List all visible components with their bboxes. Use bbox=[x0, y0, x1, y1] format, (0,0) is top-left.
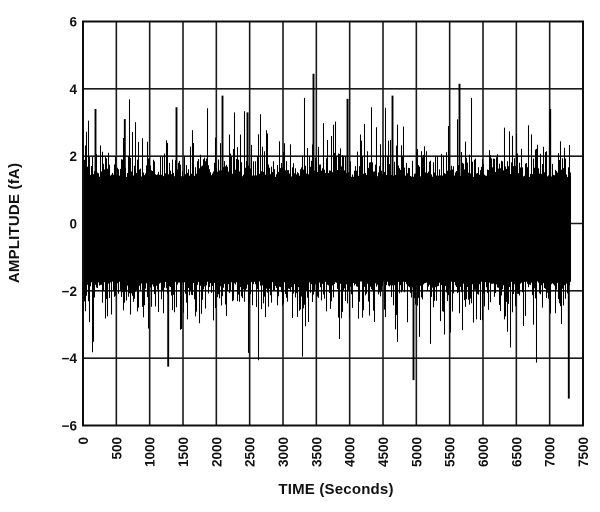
x-tick-label: 2000 bbox=[209, 437, 224, 467]
x-tick-label: 1000 bbox=[143, 437, 158, 467]
x-tick-label: 2500 bbox=[243, 437, 258, 467]
y-tick-label: −4 bbox=[62, 351, 78, 366]
y-tick-label: 0 bbox=[69, 217, 77, 232]
x-tick-label: 4500 bbox=[376, 437, 391, 467]
y-tick-label: 2 bbox=[69, 149, 77, 164]
x-tick-label: 6000 bbox=[476, 437, 491, 467]
y-tick-label: −6 bbox=[62, 419, 78, 434]
x-tick-label: 7500 bbox=[576, 437, 591, 467]
x-tick-label: 5000 bbox=[409, 437, 424, 467]
y-tick-label: 4 bbox=[69, 82, 77, 97]
x-axis-title: TIME (Seconds) bbox=[278, 481, 393, 498]
y-tick-label: −2 bbox=[62, 284, 77, 299]
x-tick-label: 7000 bbox=[543, 437, 558, 467]
noise-extreme-spikes bbox=[94, 73, 570, 399]
x-tick-label: 500 bbox=[109, 437, 124, 460]
x-tick-label: 6500 bbox=[509, 437, 524, 467]
y-tick-label: 6 bbox=[69, 15, 77, 30]
noise-trace bbox=[82, 73, 572, 399]
noise-columns bbox=[82, 97, 572, 363]
x-tick-label: 3000 bbox=[276, 437, 291, 467]
x-tick-label: 0 bbox=[76, 437, 91, 445]
y-tick-labels: 6 4 2 0 −2 −4 −6 bbox=[62, 15, 78, 434]
x-tick-label: 4000 bbox=[343, 437, 358, 467]
x-tick-label: 1500 bbox=[176, 437, 191, 467]
y-axis-title: AMPLITUDE (fA) bbox=[6, 163, 23, 283]
x-tick-label: 3500 bbox=[309, 437, 324, 467]
x-tick-label: 5500 bbox=[443, 437, 458, 467]
x-tick-labels: 0 500 1000 1500 2000 2500 3000 3500 4000 4500 5000… bbox=[76, 437, 591, 467]
plot-border bbox=[82, 20, 584, 427]
